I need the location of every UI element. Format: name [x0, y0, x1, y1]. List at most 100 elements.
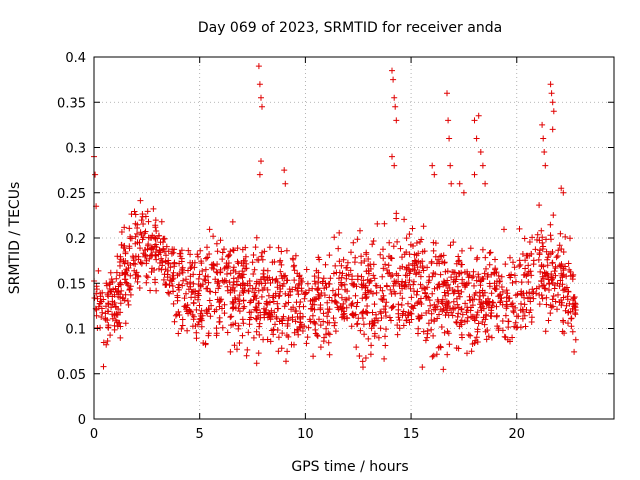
data-point [340, 300, 347, 307]
data-point [507, 338, 513, 345]
data-point [396, 325, 403, 332]
data-point [153, 228, 160, 234]
data-point [102, 316, 109, 323]
data-point [444, 277, 451, 284]
data-point [251, 293, 258, 300]
data-point [572, 336, 579, 343]
data-point [468, 348, 475, 355]
data-point [418, 236, 425, 243]
data-point [118, 229, 125, 235]
data-point [565, 309, 572, 316]
data-point [420, 223, 427, 230]
data-point [519, 251, 526, 257]
y-tick-label: 0.25 [57, 187, 86, 202]
data-point [268, 327, 275, 334]
data-point [551, 268, 558, 275]
data-point [417, 260, 424, 266]
data-point [364, 303, 371, 309]
data-point [386, 314, 393, 321]
data-point [346, 295, 352, 302]
data-point [227, 348, 234, 355]
data-point [522, 323, 529, 330]
data-point [350, 239, 357, 246]
data-point [147, 287, 154, 294]
data-point [100, 363, 107, 370]
data-point [169, 283, 176, 289]
data-point [303, 266, 310, 273]
data-point [502, 312, 509, 319]
data-point [438, 324, 445, 330]
data-point [196, 271, 203, 278]
data-point [142, 253, 148, 260]
data-point [300, 313, 306, 320]
data-point [561, 286, 568, 293]
data-point [424, 334, 431, 341]
data-point [258, 293, 265, 300]
data-point [369, 309, 376, 316]
data-point [179, 322, 186, 329]
data-point [240, 320, 247, 327]
x-tick-label: 5 [196, 427, 204, 442]
data-point [277, 257, 284, 264]
data-point [431, 171, 438, 178]
data-point [564, 293, 571, 300]
data-point [188, 294, 195, 301]
data-point [353, 344, 360, 351]
data-point [210, 233, 217, 240]
data-point [399, 310, 406, 317]
data-point [490, 299, 497, 306]
data-point [352, 292, 359, 299]
data-point [113, 269, 120, 276]
data-point [105, 322, 112, 329]
data-point [234, 245, 241, 252]
data-point [549, 280, 556, 286]
data-point [249, 259, 256, 266]
data-point [453, 319, 460, 326]
data-point [226, 251, 233, 258]
data-point [278, 248, 285, 255]
data-point [298, 275, 304, 282]
data-point [525, 279, 532, 285]
data-point [320, 338, 327, 345]
data-point [283, 358, 289, 365]
data-point [464, 314, 471, 321]
data-point [369, 241, 376, 248]
data-point [240, 297, 247, 304]
data-point [472, 290, 479, 296]
data-point [444, 328, 451, 335]
data-point [399, 295, 406, 302]
data-point [357, 227, 363, 234]
data-point [474, 309, 481, 316]
data-point [297, 299, 304, 305]
data-point [279, 283, 286, 290]
data-point [549, 126, 556, 133]
data-point [95, 303, 102, 310]
data-point [261, 276, 268, 283]
data-point [422, 337, 429, 344]
data-point [338, 282, 345, 289]
data-point [299, 278, 305, 285]
data-point [130, 260, 137, 267]
data-point [289, 255, 296, 262]
data-point [272, 321, 278, 328]
data-point [217, 237, 224, 244]
data-point [320, 310, 327, 317]
data-point [526, 289, 533, 296]
data-point [137, 229, 144, 236]
data-point [135, 273, 142, 280]
data-point [262, 309, 268, 316]
data-point [236, 340, 243, 346]
data-point [105, 301, 112, 308]
data-point [511, 272, 518, 279]
data-point [473, 256, 480, 263]
data-point [512, 304, 519, 311]
data-point [433, 351, 440, 358]
data-point [422, 289, 428, 296]
data-point [361, 258, 368, 264]
data-point [224, 329, 231, 336]
data-point [252, 244, 259, 251]
data-point [539, 282, 546, 289]
data-point [206, 297, 213, 304]
data-point [566, 300, 573, 307]
data-point [312, 326, 319, 333]
